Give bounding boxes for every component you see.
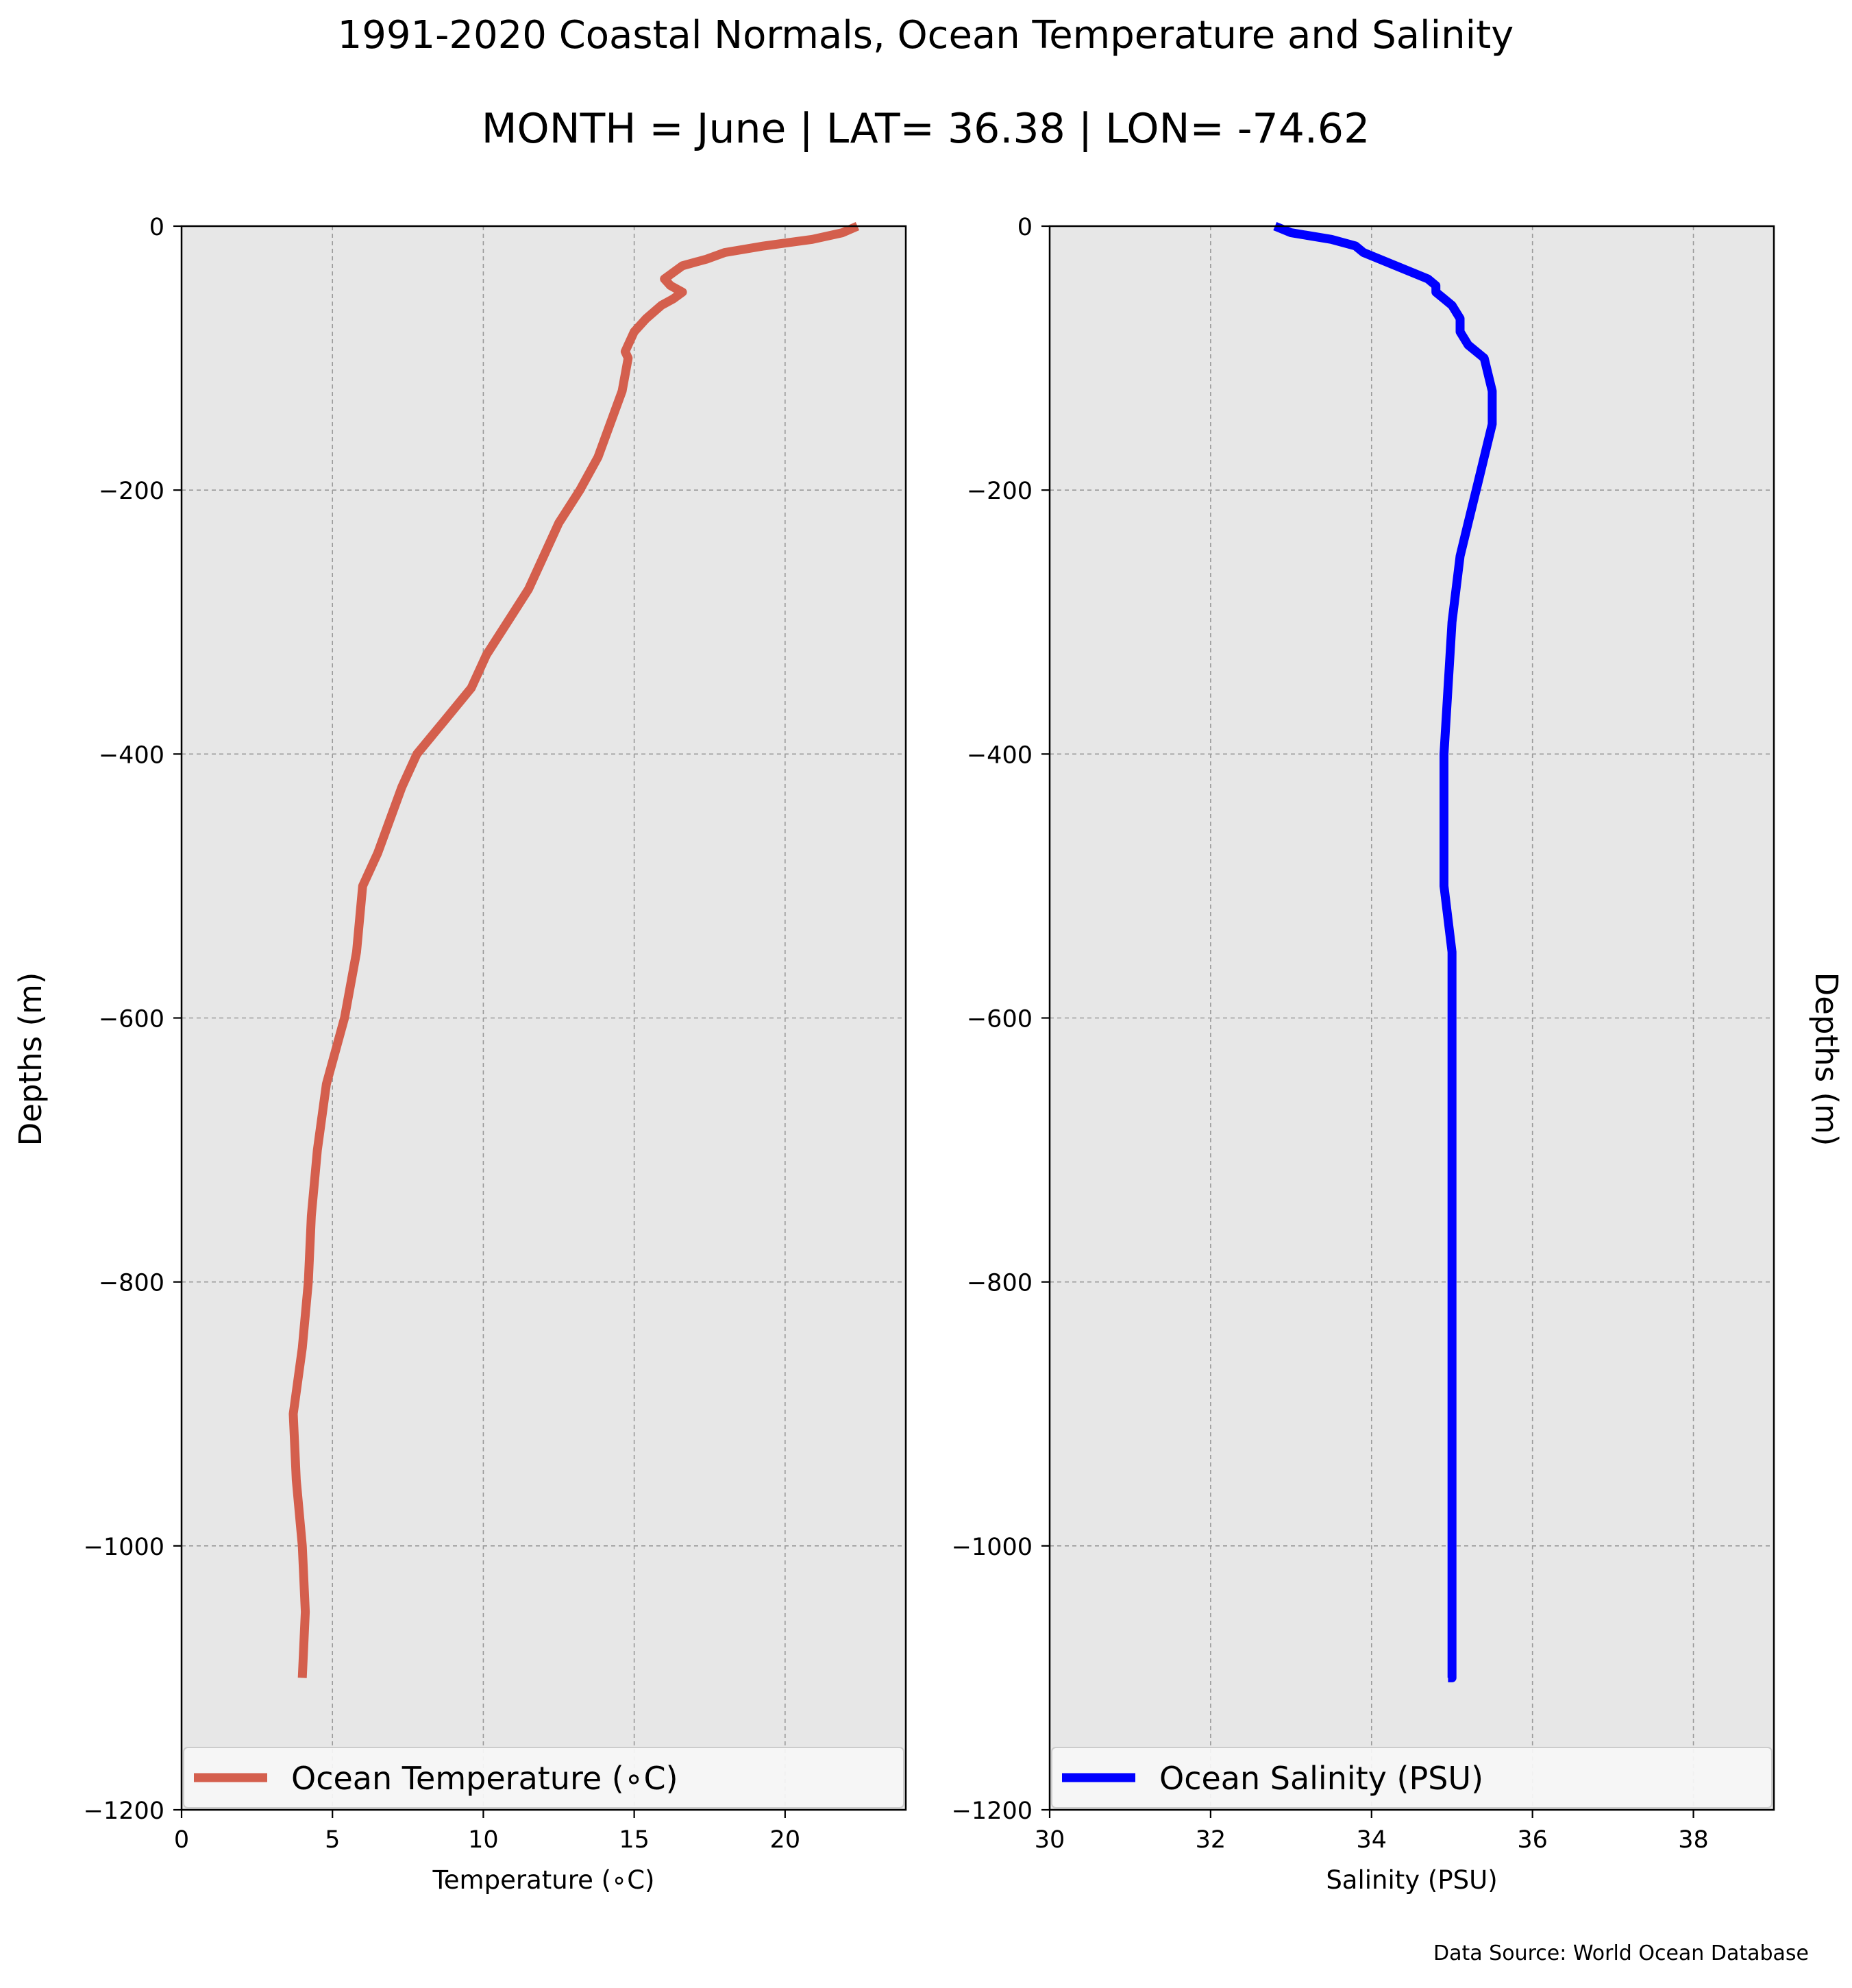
x-tick-label: 5	[325, 1826, 340, 1854]
x-tick-label: 36	[1517, 1826, 1548, 1854]
x-tick-label: 32	[1196, 1826, 1226, 1854]
y-tick-label: −200	[99, 478, 164, 505]
legend-label: Ocean Salinity (PSU)	[1159, 1760, 1483, 1797]
y-tick-label: −1000	[84, 1534, 164, 1561]
figure-title: 1991-2020 Coastal Normals, Ocean Tempera…	[338, 13, 1514, 58]
x-tick-label: 34	[1357, 1826, 1387, 1854]
y-tick-label: −400	[99, 741, 164, 769]
y-tick-label: −800	[99, 1270, 164, 1297]
series-line	[1273, 221, 1497, 1682]
y-tick-label: −1200	[84, 1797, 164, 1825]
y-tick-label: −600	[967, 1006, 1033, 1033]
x-tick-label: 10	[468, 1826, 499, 1854]
legend-label: Ocean Temperature (∘C)	[291, 1760, 678, 1797]
y-tick-label: −200	[967, 478, 1033, 505]
x-axis-label: Salinity (PSU)	[1326, 1865, 1497, 1895]
y-tick-label: −1200	[952, 1797, 1033, 1825]
temperature-plot: Ocean Temperature (∘C) 0 5 10 15 20 0 −200 −400 −…	[12, 214, 907, 1895]
legend-box	[1051, 1747, 1773, 1808]
data-source-note: Data Source: World Ocean Database	[1433, 1941, 1809, 1965]
x-tick-label: 20	[770, 1826, 801, 1854]
figure-subtitle: MONTH = June | LAT= 36.38 | LON= -74.62	[482, 105, 1370, 153]
y-tick-label: −400	[967, 741, 1033, 769]
y-tick-label: −600	[99, 1006, 164, 1033]
y-tick-label: 0	[149, 214, 164, 241]
y-tick-label: −1000	[952, 1534, 1033, 1561]
x-tick-label: 15	[619, 1826, 650, 1854]
series-line	[288, 222, 860, 1678]
salinity-plot: Ocean Salinity (PSU) 30 32 34 36 38 0 −200 −400 −…	[952, 214, 1844, 1895]
x-tick-label: 0	[174, 1826, 189, 1854]
y-tick-label: −800	[967, 1270, 1033, 1297]
legend-box	[183, 1747, 904, 1808]
y-tick-label: 0	[1017, 214, 1033, 241]
x-tick-label: 30	[1035, 1826, 1065, 1854]
x-tick-label: 38	[1678, 1826, 1709, 1854]
x-axis-label: Temperature (∘C)	[432, 1865, 654, 1895]
y-axis-label: Depths (m)	[1808, 972, 1844, 1146]
y-axis-label: Depths (m)	[12, 972, 49, 1146]
